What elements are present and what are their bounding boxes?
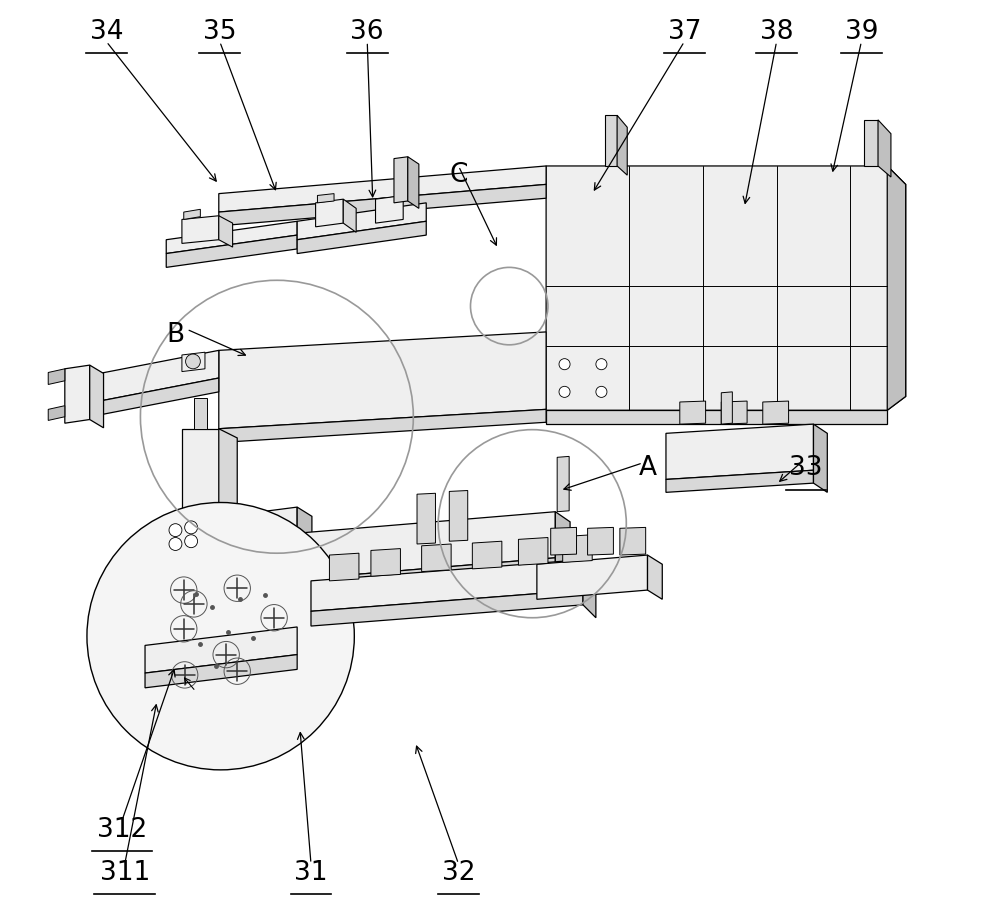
Polygon shape [311,560,583,611]
Polygon shape [617,115,627,175]
Polygon shape [65,365,90,423]
Polygon shape [48,406,65,420]
Polygon shape [311,590,583,626]
Circle shape [185,521,198,534]
Text: B: B [166,322,185,348]
Circle shape [596,359,607,370]
Circle shape [559,359,570,370]
Polygon shape [472,541,502,569]
Circle shape [169,524,182,537]
Polygon shape [329,553,359,581]
Polygon shape [551,527,577,555]
Polygon shape [588,527,613,555]
Polygon shape [376,195,403,223]
Circle shape [185,535,198,548]
Polygon shape [864,120,878,166]
Polygon shape [546,410,887,424]
Text: 33: 33 [789,455,823,481]
Polygon shape [666,470,813,492]
Text: 35: 35 [203,19,236,45]
Polygon shape [813,424,827,492]
Polygon shape [763,401,789,424]
Polygon shape [408,157,419,208]
Polygon shape [76,378,219,420]
Polygon shape [546,166,906,410]
Polygon shape [537,555,648,599]
Polygon shape [219,409,546,443]
Polygon shape [605,115,617,166]
Circle shape [169,538,182,550]
Polygon shape [219,184,546,226]
Polygon shape [154,507,297,553]
Polygon shape [219,429,237,535]
Text: 36: 36 [350,19,384,45]
Polygon shape [48,369,65,384]
Polygon shape [279,512,555,581]
Circle shape [186,354,200,369]
Polygon shape [154,535,297,567]
Polygon shape [219,216,233,247]
Polygon shape [343,199,356,232]
Polygon shape [316,199,343,227]
Polygon shape [394,157,408,203]
Polygon shape [555,512,570,585]
Circle shape [596,386,607,397]
Polygon shape [518,538,548,565]
Polygon shape [194,398,207,429]
Polygon shape [317,194,334,203]
Polygon shape [680,401,706,424]
Polygon shape [166,235,297,267]
Polygon shape [620,527,646,555]
Polygon shape [90,365,104,428]
Polygon shape [297,221,426,254]
Polygon shape [297,507,312,544]
Text: 39: 39 [845,19,878,45]
Polygon shape [184,209,200,219]
Polygon shape [878,120,891,177]
Polygon shape [182,216,219,243]
Text: 37: 37 [668,19,701,45]
Text: C: C [449,162,468,188]
Polygon shape [219,332,546,429]
Polygon shape [557,456,569,512]
Polygon shape [422,544,451,572]
Polygon shape [166,221,297,254]
Text: A: A [639,455,657,481]
Polygon shape [297,203,426,240]
Polygon shape [417,493,435,544]
Text: 34: 34 [90,19,123,45]
Polygon shape [563,535,592,562]
Polygon shape [279,558,555,597]
Polygon shape [648,555,662,599]
Polygon shape [219,166,546,212]
Polygon shape [721,401,747,424]
Polygon shape [666,424,813,479]
Text: 312: 312 [97,817,147,843]
Polygon shape [76,350,219,406]
Polygon shape [721,392,732,424]
Text: 311: 311 [100,860,150,886]
Polygon shape [182,429,219,526]
Polygon shape [887,166,906,410]
Text: 31: 31 [294,860,328,886]
Polygon shape [145,627,297,673]
Text: 32: 32 [442,860,475,886]
Polygon shape [371,549,400,576]
Circle shape [559,386,570,397]
Polygon shape [182,352,205,372]
Polygon shape [449,491,468,541]
Polygon shape [145,655,297,688]
Polygon shape [583,560,596,618]
Text: 38: 38 [760,19,793,45]
Circle shape [87,502,354,770]
